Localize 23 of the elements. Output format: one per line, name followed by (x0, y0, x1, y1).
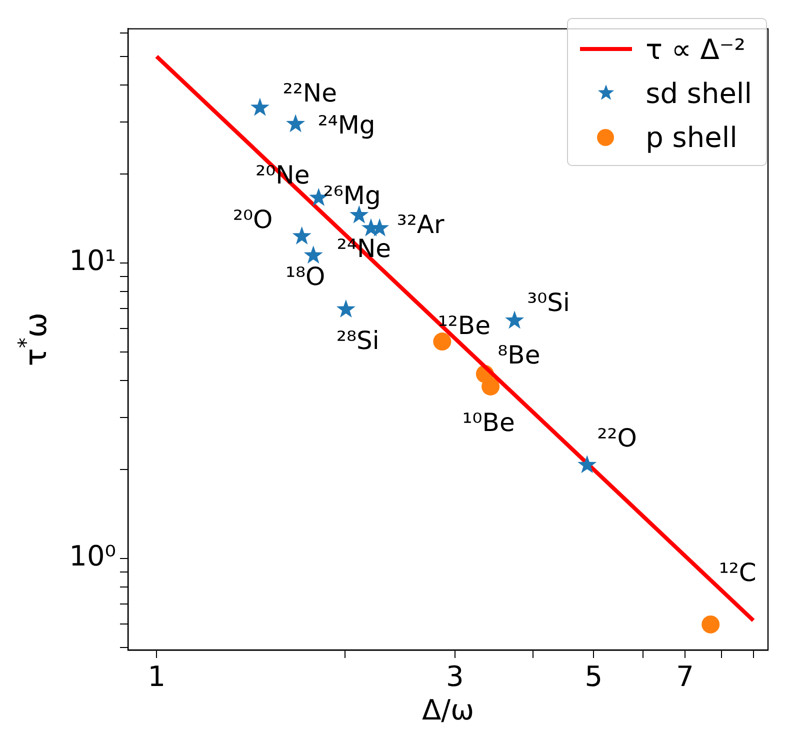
annotation: ¹⁸O (285, 262, 326, 291)
x-axis-title: Δ/ω (422, 693, 474, 726)
y-tick-label: 10⁰ (69, 540, 116, 573)
annotation: ²⁸Si (336, 326, 380, 355)
x-tick-label: 5 (584, 660, 603, 694)
annotation: ²⁰O (232, 204, 273, 234)
y-tick-label: 10¹ (69, 244, 116, 278)
x-tick-label: 3 (446, 660, 464, 694)
legend-label: p shell (646, 120, 738, 154)
annotation: ¹²C (718, 558, 756, 587)
annotation: ²⁶Mg (323, 180, 381, 210)
annotation: ³⁰Si (527, 288, 570, 318)
annotation: ⁸Be (498, 340, 540, 370)
legend-label: τ ∝ Δ⁻² (646, 32, 746, 66)
x-tick-label: 7 (676, 660, 694, 694)
x-tick-label: 1 (148, 660, 166, 694)
annotation: ¹⁰Be (462, 408, 515, 437)
y-axis-title: τ*ω (14, 312, 54, 366)
annotation: ³²Ar (396, 210, 446, 239)
annotation: ²²O (597, 424, 637, 453)
annotation: ²²Ne (282, 78, 338, 108)
legend-label: sd shell (646, 76, 752, 110)
annotation: ²⁴Mg (318, 110, 376, 140)
